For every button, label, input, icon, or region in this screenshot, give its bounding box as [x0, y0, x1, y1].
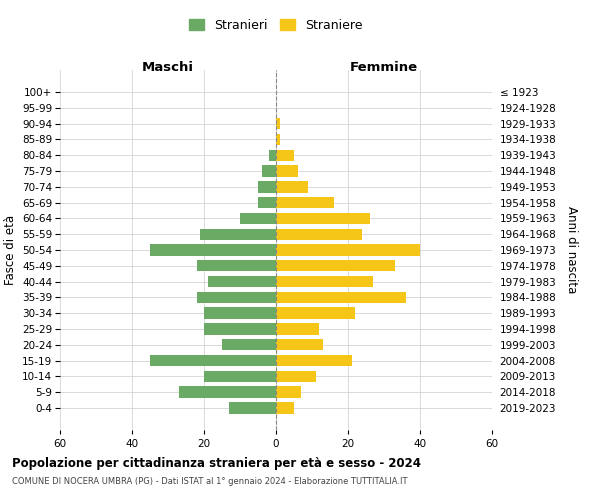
Bar [276, 370, 316, 382]
Bar [200, 228, 276, 240]
Bar [258, 181, 276, 192]
Bar [276, 402, 294, 413]
Bar [276, 260, 395, 272]
Bar [179, 386, 276, 398]
Legend: Stranieri, Straniere: Stranieri, Straniere [185, 15, 367, 36]
Bar [208, 276, 276, 287]
Bar [276, 166, 298, 176]
Bar [204, 308, 276, 319]
Bar [276, 244, 420, 256]
Bar [276, 355, 352, 366]
Text: COMUNE DI NOCERA UMBRA (PG) - Dati ISTAT al 1° gennaio 2024 - Elaborazione TUTTI: COMUNE DI NOCERA UMBRA (PG) - Dati ISTAT… [12, 478, 407, 486]
Bar [204, 370, 276, 382]
Bar [276, 276, 373, 287]
Bar [204, 324, 276, 334]
Bar [269, 150, 276, 161]
Bar [276, 134, 280, 145]
Text: Femmine: Femmine [350, 61, 418, 74]
Bar [222, 339, 276, 350]
Text: Popolazione per cittadinanza straniera per età e sesso - 2024: Popolazione per cittadinanza straniera p… [12, 458, 421, 470]
Bar [258, 197, 276, 208]
Bar [276, 292, 406, 303]
Bar [276, 308, 355, 319]
Bar [229, 402, 276, 413]
Bar [276, 228, 362, 240]
Bar [197, 260, 276, 272]
Y-axis label: Fasce di età: Fasce di età [4, 215, 17, 285]
Bar [197, 292, 276, 303]
Bar [150, 244, 276, 256]
Text: Maschi: Maschi [142, 61, 194, 74]
Bar [276, 118, 280, 130]
Y-axis label: Anni di nascita: Anni di nascita [565, 206, 578, 294]
Bar [276, 386, 301, 398]
Bar [276, 339, 323, 350]
Bar [276, 212, 370, 224]
Bar [150, 355, 276, 366]
Bar [276, 197, 334, 208]
Bar [262, 166, 276, 176]
Bar [276, 150, 294, 161]
Bar [240, 212, 276, 224]
Bar [276, 181, 308, 192]
Bar [276, 324, 319, 334]
